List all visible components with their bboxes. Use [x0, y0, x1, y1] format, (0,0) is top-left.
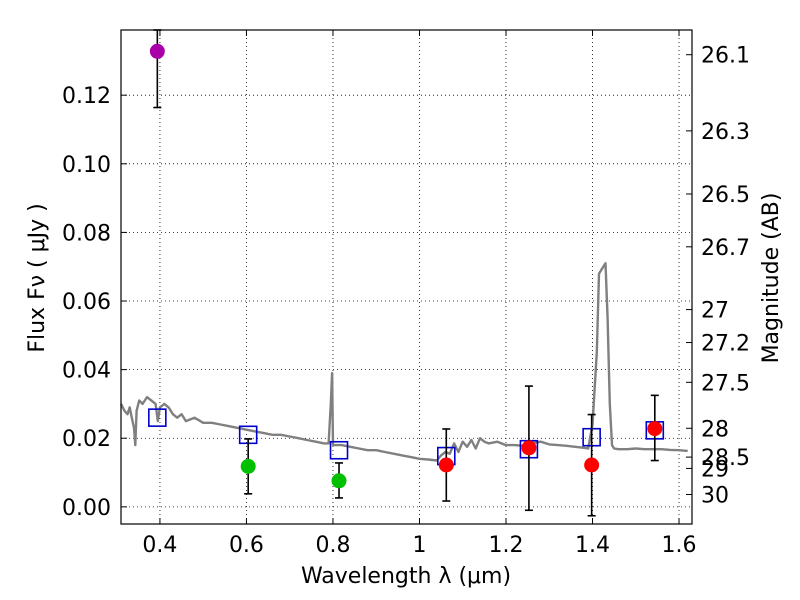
observed-point	[331, 473, 347, 489]
model-sed-line	[119, 262, 688, 462]
y-tick-label: 0.04	[62, 359, 111, 384]
mag-tick-label: 26.1	[701, 44, 750, 69]
mag-tick-label: 26.5	[701, 183, 750, 208]
mag-tick-label: 27.2	[701, 332, 750, 357]
model-photometry-square	[148, 408, 167, 427]
y-tick-label: 0.08	[62, 221, 111, 246]
ticks: 0.4 0.6 0.8 1 1.2 1.4 1.6 0.00 0.02 0.04 0.06 0.08 0…	[62, 30, 750, 558]
y-tick-label: 0.10	[62, 153, 111, 178]
plot-area	[119, 29, 688, 517]
mag-tick-label: 26.7	[701, 236, 750, 261]
mag-tick-label: 26.3	[701, 120, 750, 145]
observed-point	[240, 458, 256, 474]
x-tick-label: 0.8	[315, 533, 350, 558]
observed-point	[438, 457, 454, 473]
x-tick-label: 1	[412, 533, 426, 558]
observed-point	[521, 440, 537, 456]
x-axis-label: Wavelength λ (μm)	[301, 564, 511, 589]
plot-frame	[120, 29, 693, 525]
y-tick-label: 0.12	[62, 84, 111, 109]
x-tick-label: 1.2	[488, 533, 523, 558]
observed-point	[149, 43, 165, 59]
model-photometry-square	[329, 440, 349, 460]
x-tick-label: 1.4	[575, 533, 610, 558]
observed-point	[584, 457, 600, 473]
mag-tick-label: 27.5	[701, 371, 750, 396]
y-tick-label: 0.02	[62, 427, 111, 452]
observed-point	[647, 421, 663, 437]
mag-tick-label: 28	[701, 417, 729, 442]
x-tick-label: 0.4	[142, 533, 177, 558]
y-tick-label: 0.06	[62, 290, 111, 315]
mag-tick-label: 28.5	[701, 446, 750, 471]
right-axis-label: Magnitude (AB)	[759, 193, 784, 364]
x-tick-label: 1.6	[662, 533, 697, 558]
y-axis-label: Flux Fν ( μJy )	[25, 203, 50, 352]
x-tick-label: 0.6	[229, 533, 264, 558]
mag-tick-label: 27	[701, 299, 729, 324]
mag-tick-label: 30	[701, 483, 729, 508]
mag-tick-label: 29	[701, 457, 729, 482]
y-tick-label: 0.00	[62, 496, 111, 521]
